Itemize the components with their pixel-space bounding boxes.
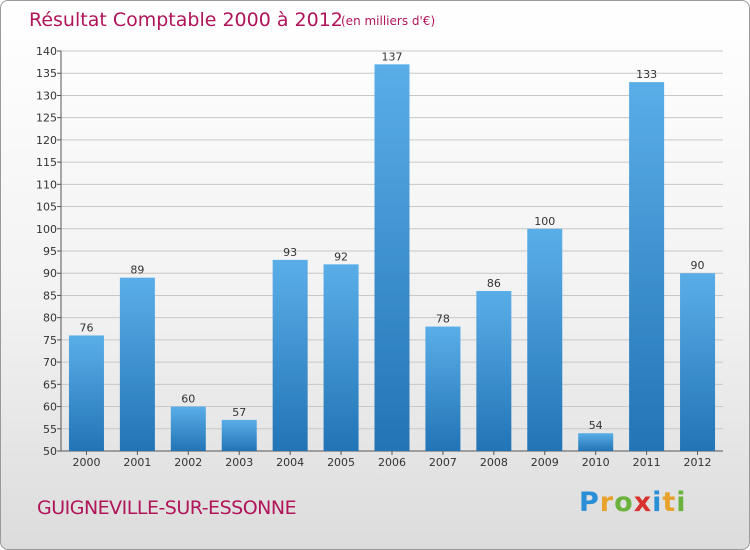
bar — [68, 335, 104, 451]
y-tick-label: 70 — [43, 356, 57, 369]
y-tick-label: 80 — [43, 312, 57, 325]
x-tick-label: 2008 — [480, 456, 508, 469]
data-label: 78 — [436, 313, 450, 326]
bar — [680, 273, 716, 451]
y-tick-label: 105 — [36, 201, 57, 214]
y-tick-label: 75 — [43, 334, 57, 347]
bar — [170, 406, 206, 451]
logo-letter: x — [633, 487, 653, 518]
x-tick-label: 2007 — [429, 456, 457, 469]
y-tick-label: 125 — [36, 112, 57, 125]
x-tick-label: 2006 — [378, 456, 406, 469]
data-label: 100 — [534, 215, 555, 228]
y-tick-label: 55 — [43, 423, 57, 436]
y-tick-label: 50 — [43, 445, 57, 458]
y-tick-label: 120 — [36, 134, 57, 147]
logo-letter: t — [662, 487, 677, 518]
x-tick-label: 2009 — [531, 456, 559, 469]
proxiti-logo: Proxiti — [579, 487, 687, 518]
bar — [374, 64, 410, 452]
logo-letter: r — [599, 487, 615, 518]
data-labels: 76 89 60 57 93 92 137 78 86 100 54 133 90 — [79, 50, 704, 432]
y-tick-label: 140 — [36, 45, 57, 58]
data-label: 137 — [382, 50, 403, 63]
x-tick-label: 2002 — [174, 456, 202, 469]
bar — [119, 277, 155, 451]
data-label: 54 — [589, 419, 603, 432]
y-tick-label: 110 — [36, 178, 57, 191]
x-tick-label: 2001 — [123, 456, 151, 469]
data-label: 76 — [79, 321, 93, 334]
bars — [68, 64, 716, 452]
y-tick-label: 135 — [36, 67, 57, 80]
bar — [476, 291, 512, 451]
bar — [425, 326, 461, 451]
y-tick-label: 115 — [36, 156, 57, 169]
x-tick-label: 2005 — [327, 456, 355, 469]
logo-letter: o — [614, 487, 634, 518]
bar — [323, 264, 359, 451]
data-label: 90 — [691, 259, 705, 272]
logo-letter: i — [676, 487, 687, 518]
x-tick-label: 2011 — [633, 456, 661, 469]
y-tick-label: 85 — [43, 289, 57, 302]
data-label: 60 — [181, 393, 195, 406]
bar — [578, 433, 614, 451]
bar — [527, 228, 563, 451]
y-tick-label: 100 — [36, 223, 57, 236]
y-tick-label: 95 — [43, 245, 57, 258]
y-tick-label: 65 — [43, 378, 57, 391]
data-label: 57 — [232, 406, 246, 419]
bar — [272, 259, 308, 451]
data-label: 89 — [130, 264, 144, 277]
chart-title: Résultat Comptable 2000 à 2012 — [29, 9, 343, 31]
x-tick-label: 2000 — [72, 456, 100, 469]
y-tick-label: 130 — [36, 89, 57, 102]
x-tick-label: 2003 — [225, 456, 253, 469]
data-label: 86 — [487, 277, 501, 290]
location-name: GUIGNEVILLE-SUR-ESSONNE — [37, 497, 297, 519]
logo-letter: i — [652, 487, 663, 518]
data-label: 133 — [636, 68, 657, 81]
data-label: 93 — [283, 246, 297, 259]
x-tick-label: 2010 — [582, 456, 610, 469]
x-tick-label: 2012 — [684, 456, 712, 469]
chart-subtitle: (en milliers d'€) — [341, 14, 436, 28]
bar — [221, 419, 257, 451]
x-tick-label: 2004 — [276, 456, 304, 469]
y-tick-label: 60 — [43, 401, 57, 414]
y-tick-label: 90 — [43, 267, 57, 280]
logo-letter: P — [579, 487, 600, 518]
data-label: 92 — [334, 250, 348, 263]
bar — [629, 82, 665, 451]
